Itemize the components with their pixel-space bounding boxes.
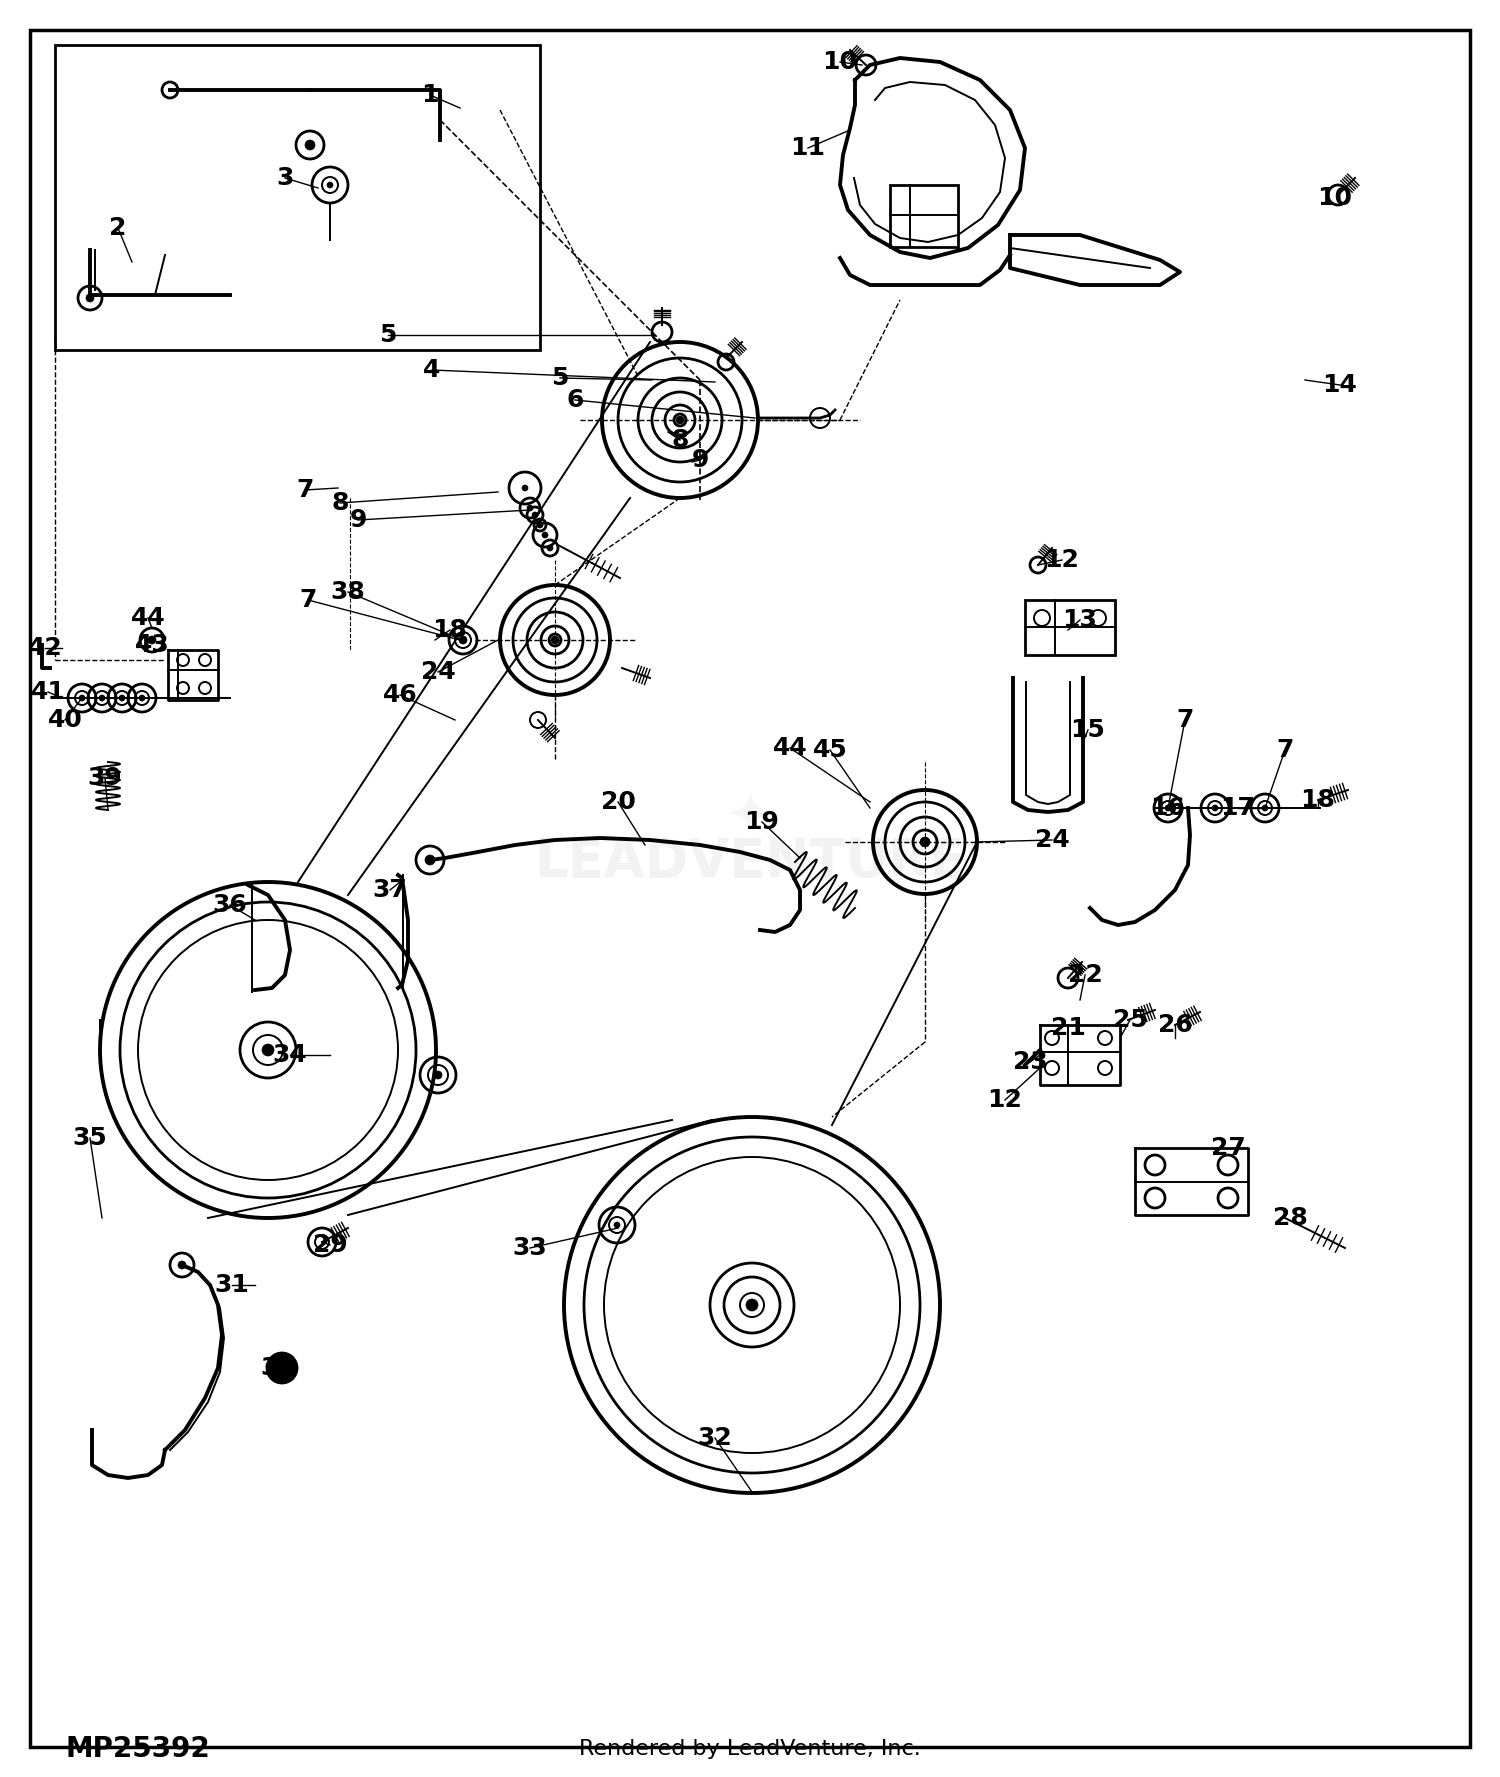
- Circle shape: [542, 531, 548, 538]
- Text: 23: 23: [1013, 1050, 1047, 1073]
- Text: 7: 7: [1276, 737, 1293, 762]
- Text: 10: 10: [1317, 187, 1353, 210]
- Circle shape: [537, 522, 543, 528]
- Circle shape: [1212, 805, 1218, 810]
- Text: 39: 39: [87, 766, 123, 791]
- Circle shape: [86, 293, 94, 302]
- Text: LEADVENTURE: LEADVENTURE: [534, 835, 966, 888]
- Circle shape: [424, 855, 435, 865]
- Text: 7: 7: [1176, 707, 1194, 732]
- Text: 12: 12: [1044, 547, 1080, 572]
- Text: 10: 10: [822, 50, 858, 75]
- Circle shape: [522, 485, 528, 490]
- Text: 27: 27: [1210, 1136, 1245, 1160]
- Text: 22: 22: [1068, 963, 1102, 986]
- Text: 19: 19: [744, 810, 780, 833]
- Text: 40: 40: [48, 707, 82, 732]
- Circle shape: [920, 837, 930, 848]
- Text: MP25392: MP25392: [64, 1734, 210, 1763]
- Text: 18: 18: [1300, 787, 1335, 812]
- Circle shape: [262, 1045, 274, 1056]
- Circle shape: [327, 181, 333, 188]
- Text: 12: 12: [987, 1088, 1023, 1112]
- Text: 7: 7: [300, 588, 316, 611]
- Text: 5: 5: [552, 366, 568, 389]
- Circle shape: [532, 512, 538, 519]
- Text: 21: 21: [1050, 1016, 1086, 1040]
- Text: 42: 42: [27, 636, 63, 659]
- Circle shape: [99, 695, 105, 700]
- Text: 38: 38: [330, 579, 366, 604]
- Text: 1: 1: [422, 84, 438, 107]
- Text: 28: 28: [1272, 1207, 1308, 1230]
- Circle shape: [526, 505, 532, 512]
- Text: 45: 45: [813, 737, 847, 762]
- Text: 18: 18: [432, 618, 468, 641]
- Bar: [56, 44, 540, 350]
- Bar: [1024, 601, 1114, 656]
- Circle shape: [148, 636, 156, 643]
- Circle shape: [178, 1262, 186, 1269]
- Text: 44: 44: [130, 606, 165, 631]
- Circle shape: [1262, 805, 1268, 810]
- Text: 31: 31: [214, 1272, 249, 1297]
- Text: ✦: ✦: [726, 789, 774, 846]
- Circle shape: [676, 416, 684, 425]
- Circle shape: [80, 695, 86, 700]
- Text: 9: 9: [350, 508, 366, 531]
- Text: 26: 26: [1158, 1013, 1192, 1038]
- Text: 20: 20: [600, 791, 636, 814]
- Text: 30: 30: [261, 1356, 296, 1381]
- Text: 15: 15: [1071, 718, 1106, 743]
- Text: Rendered by LeadVenture, Inc.: Rendered by LeadVenture, Inc.: [579, 1740, 921, 1759]
- Text: 32: 32: [698, 1425, 732, 1450]
- Text: 29: 29: [312, 1233, 348, 1256]
- Text: 7: 7: [297, 478, 314, 501]
- Circle shape: [746, 1299, 758, 1311]
- Text: 25: 25: [1113, 1008, 1148, 1032]
- Circle shape: [140, 695, 146, 700]
- Circle shape: [548, 546, 554, 551]
- Text: 13: 13: [1062, 608, 1098, 633]
- Circle shape: [304, 140, 315, 149]
- Circle shape: [1166, 805, 1172, 810]
- Text: 43: 43: [135, 633, 170, 657]
- Text: 17: 17: [1221, 796, 1256, 819]
- Text: 37: 37: [372, 878, 408, 903]
- Text: 11: 11: [790, 137, 825, 160]
- Text: 14: 14: [1323, 373, 1358, 396]
- Text: 24: 24: [1035, 828, 1070, 851]
- Text: 16: 16: [1150, 796, 1185, 819]
- Text: 36: 36: [213, 894, 248, 917]
- Text: 5: 5: [380, 323, 396, 347]
- Text: 24: 24: [420, 659, 456, 684]
- Circle shape: [614, 1223, 620, 1228]
- Circle shape: [459, 636, 466, 643]
- Text: 9: 9: [692, 448, 708, 473]
- Circle shape: [433, 1072, 442, 1079]
- Text: 8: 8: [672, 428, 688, 451]
- Text: 4: 4: [423, 357, 441, 382]
- Text: 8: 8: [332, 490, 348, 515]
- Circle shape: [550, 636, 560, 643]
- Text: 44: 44: [772, 736, 807, 761]
- Text: 35: 35: [72, 1127, 108, 1150]
- Text: 33: 33: [513, 1237, 548, 1260]
- Text: 41: 41: [30, 681, 66, 704]
- Circle shape: [267, 1352, 297, 1383]
- Text: 46: 46: [382, 682, 417, 707]
- Text: 2: 2: [110, 217, 126, 240]
- Circle shape: [118, 695, 124, 700]
- Text: 6: 6: [567, 387, 584, 412]
- Text: 34: 34: [273, 1043, 308, 1066]
- Text: 3: 3: [276, 165, 294, 190]
- Bar: [890, 185, 958, 247]
